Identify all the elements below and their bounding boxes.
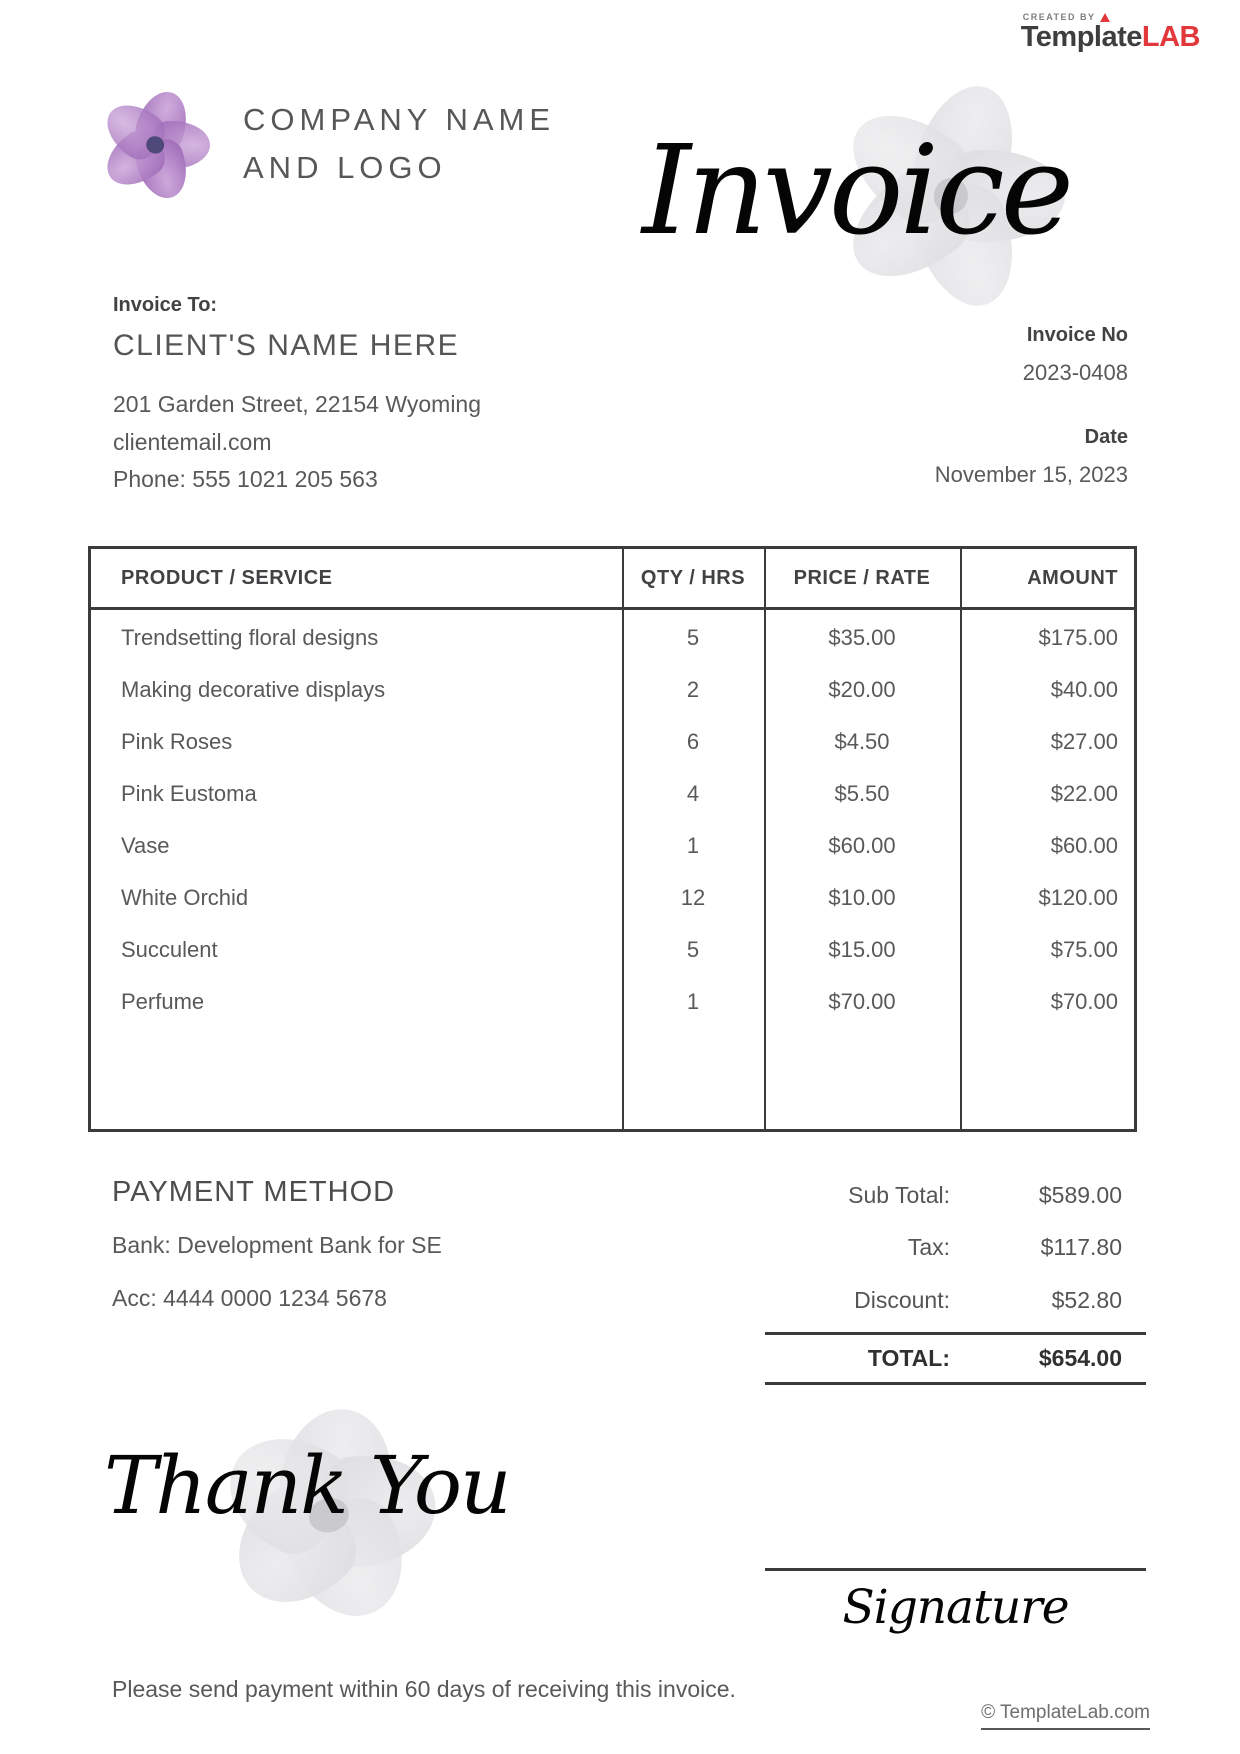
cell-qty: 5 (686, 625, 700, 650)
totals-row: Tax: $117.80 (730, 1234, 1122, 1261)
totals-row-label: Sub Total: (848, 1182, 950, 1208)
header-product: PRODUCT / SERVICE (121, 566, 333, 589)
table-header-row: PRODUCT / SERVICE QTY / HRS PRICE / RATE… (91, 549, 1134, 610)
cell-price: $70.00 (828, 989, 896, 1014)
grand-total-band: TOTAL: $654.00 (765, 1332, 1146, 1385)
header-qty: QTY / HRS (640, 566, 746, 589)
cell-product: White Orchid (121, 885, 249, 910)
cell-amount: $120.00 (1038, 885, 1118, 910)
brand-primary-text: Template (1020, 21, 1143, 53)
client-phone: Phone: 555 1021 205 563 (113, 466, 378, 492)
table-row: Perfume 1 $70.00 $70.00 (91, 976, 1134, 1028)
client-email: clientemail.com (113, 429, 272, 455)
cell-product: Making decorative displays (121, 677, 386, 702)
cell-amount: $40.00 (1050, 677, 1118, 702)
totals-row-value: $589.00 (1038, 1182, 1122, 1208)
cell-price: $10.00 (828, 885, 896, 910)
cell-amount: $60.00 (1050, 833, 1118, 858)
signature-label: Signature (842, 1580, 1069, 1635)
company-name-line1: COMPANY NAME (243, 102, 556, 137)
brand-accent-text: LAB (1141, 21, 1201, 53)
totals-row: Discount: $52.80 (730, 1287, 1122, 1314)
signature-line (765, 1568, 1146, 1571)
templatelab-copyright-link[interactable]: © TemplateLab.com (981, 1702, 1150, 1730)
cell-qty: 1 (686, 989, 700, 1014)
cell-amount: $70.00 (1050, 989, 1118, 1014)
cell-product: Trendsetting floral designs (121, 625, 379, 650)
cell-price: $5.50 (834, 781, 890, 806)
cell-product: Perfume (121, 989, 205, 1014)
cell-qty: 2 (686, 677, 700, 702)
invoice-to-label: Invoice To: (113, 294, 218, 316)
table-row: Pink Roses 6 $4.50 $27.00 (91, 716, 1134, 768)
table-body: Trendsetting floral designs 5 $35.00 $175.0… (91, 610, 1134, 1028)
company-logo-flower-icon (90, 80, 220, 209)
invoice-title: Invoice (642, 119, 1074, 263)
totals-row-value: $117.80 (1040, 1234, 1122, 1260)
invoice-no-value: 2023-0408 (1022, 360, 1128, 385)
header-price: PRICE / RATE (793, 566, 931, 589)
invoice-no-label: Invoice No (1026, 324, 1128, 346)
cell-qty: 5 (686, 937, 700, 962)
payment-bank: Bank: Development Bank for SE (112, 1232, 442, 1258)
cell-price: $60.00 (828, 833, 896, 858)
table-row: Making decorative displays 2 $20.00 $40.00 (91, 664, 1134, 716)
cell-amount: $75.00 (1050, 937, 1118, 962)
cell-product: Pink Roses (121, 729, 233, 754)
templatelab-logo: CREATED BY TemplateLAB (1020, 12, 1201, 53)
templatelab-triangle-icon (1099, 12, 1110, 22)
grand-total-label: TOTAL: (867, 1345, 950, 1371)
totals-row: Sub Total: $589.00 (730, 1182, 1122, 1209)
date-value: November 15, 2023 (934, 462, 1128, 487)
cell-price: $20.00 (828, 677, 896, 702)
payment-terms-note: Please send payment within 60 days of re… (112, 1676, 736, 1702)
table-row: Vase 1 $60.00 $60.00 (91, 820, 1134, 872)
header-amount: AMOUNT (1027, 566, 1118, 589)
cell-price: $35.00 (828, 625, 896, 650)
cell-price: $15.00 (828, 937, 896, 962)
cell-qty: 4 (686, 781, 700, 806)
cell-amount: $27.00 (1050, 729, 1118, 754)
thank-you-text: Thank You (104, 1439, 512, 1532)
table-row: Trendsetting floral designs 5 $35.00 $175.0… (91, 612, 1134, 664)
cell-product: Succulent (121, 937, 218, 962)
cell-product: Vase (121, 833, 170, 858)
payment-method-title: PAYMENT METHOD (112, 1176, 396, 1208)
grand-total-value: $654.00 (1038, 1345, 1122, 1371)
items-table: PRODUCT / SERVICE QTY / HRS PRICE / RATE… (88, 546, 1137, 1132)
created-by-label: CREATED BY (1023, 12, 1200, 22)
totals-row-label: Discount: (854, 1287, 950, 1313)
created-by-text: CREATED BY (1022, 12, 1096, 22)
date-label: Date (1084, 426, 1128, 448)
cell-qty: 12 (680, 885, 706, 910)
totals-row-label: Tax: (907, 1234, 950, 1260)
cell-qty: 1 (686, 833, 700, 858)
table-row: Succulent 5 $15.00 $75.00 (91, 924, 1134, 976)
payment-account: Acc: 4444 0000 1234 5678 (112, 1285, 387, 1311)
table-row: Pink Eustoma 4 $5.50 $22.00 (91, 768, 1134, 820)
company-name-line2: AND LOGO (243, 150, 447, 185)
client-name: CLIENT'S NAME HERE (113, 329, 460, 362)
client-address: 201 Garden Street, 22154 Wyoming (113, 391, 482, 417)
cell-amount: $22.00 (1050, 781, 1118, 806)
table-row: White Orchid 12 $10.00 $120.00 (91, 872, 1134, 924)
cell-price: $4.50 (834, 729, 890, 754)
cell-qty: 6 (686, 729, 700, 754)
company-name: COMPANY NAME AND LOGO (243, 96, 555, 192)
templatelab-wordmark: TemplateLAB (1020, 21, 1201, 53)
cell-product: Pink Eustoma (121, 781, 257, 806)
cell-amount: $175.00 (1038, 625, 1118, 650)
totals-row-value: $52.80 (1051, 1287, 1122, 1313)
